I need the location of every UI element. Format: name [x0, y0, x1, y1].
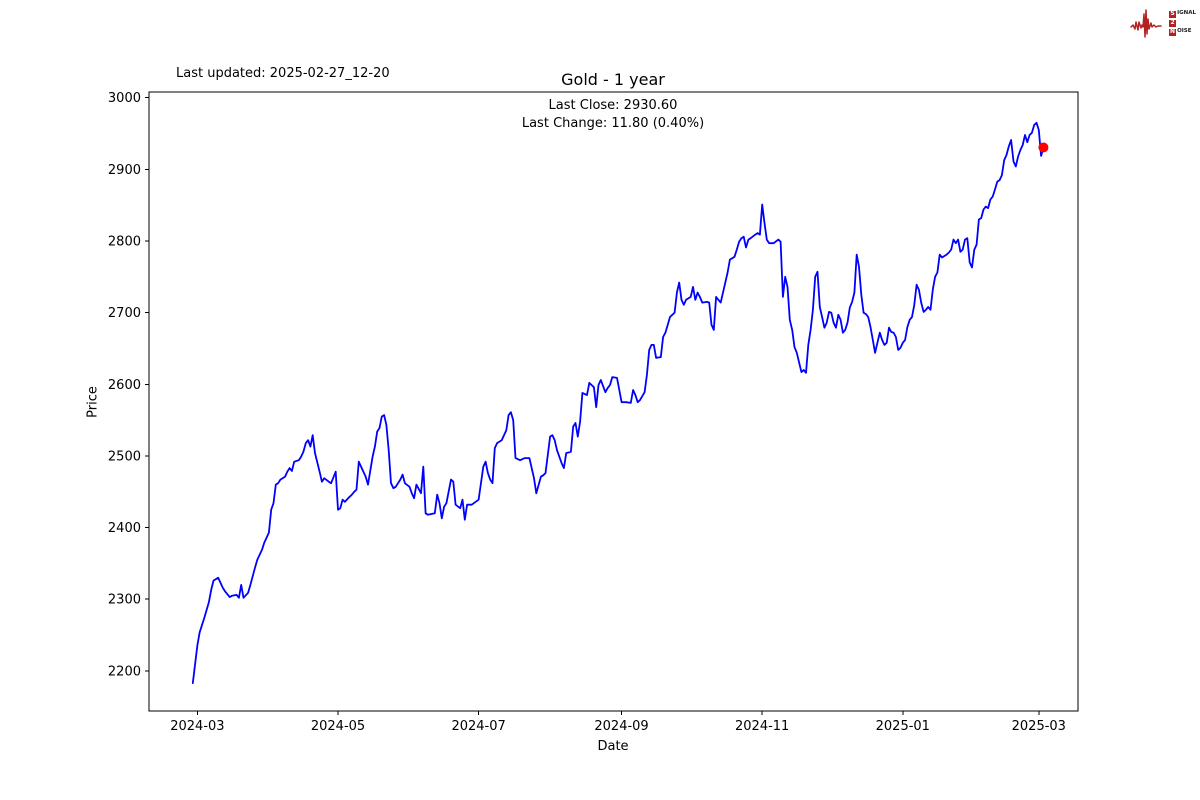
y-tick-label: 2900 [108, 163, 141, 178]
chart-title: Gold - 1 year [561, 70, 665, 89]
y-tick-label: 3000 [108, 91, 141, 106]
signal2noise-logo: S IGNAL 2 N OISE [1130, 6, 1196, 42]
y-tick-label: 2700 [108, 306, 141, 321]
price-line [191, 121, 1045, 684]
logo-letterbox-n: N [1169, 28, 1177, 36]
y-tick-label: 2600 [108, 378, 141, 393]
logo-row-2: 2 [1169, 19, 1196, 27]
logo-row-noise: N OISE [1169, 28, 1192, 36]
last-close-annotation: Last Close: 2930.60 [548, 98, 678, 113]
logo-letterbox-2: 2 [1169, 19, 1177, 27]
last-change-annotation: Last Change: 11.80 (0.40%) [521, 116, 705, 131]
x-tick-label: 2024-05 [311, 719, 365, 734]
heartbeat-waveform-icon [1130, 9, 1162, 38]
y-tick-label: 2200 [108, 664, 141, 679]
y-tick-label: 2300 [108, 593, 141, 608]
y-tick-label: 2800 [108, 235, 141, 250]
y-axis-label: Price [85, 386, 101, 418]
x-axis-label: Date [597, 739, 629, 754]
logo-row-signal: S IGNAL [1169, 10, 1196, 18]
logo-letterbox-s: S [1169, 10, 1177, 18]
x-tick-label: 2024-07 [451, 719, 505, 734]
x-tick-label: 2024-03 [170, 719, 224, 734]
plot-border [148, 91, 1079, 712]
x-tick-label: 2025-01 [876, 719, 930, 734]
x-tick-label: 2025-03 [1012, 719, 1066, 734]
logo-text: S IGNAL 2 N OISE [1169, 10, 1196, 36]
last-updated-text: Last updated: 2025-02-27_12-20 [176, 66, 390, 81]
last-price-marker [1038, 142, 1049, 153]
x-tick-label: 2024-09 [594, 719, 648, 734]
y-tick-label: 2400 [108, 521, 141, 536]
y-tick-label: 2500 [108, 449, 141, 464]
x-tick-label: 2024-11 [735, 719, 789, 734]
